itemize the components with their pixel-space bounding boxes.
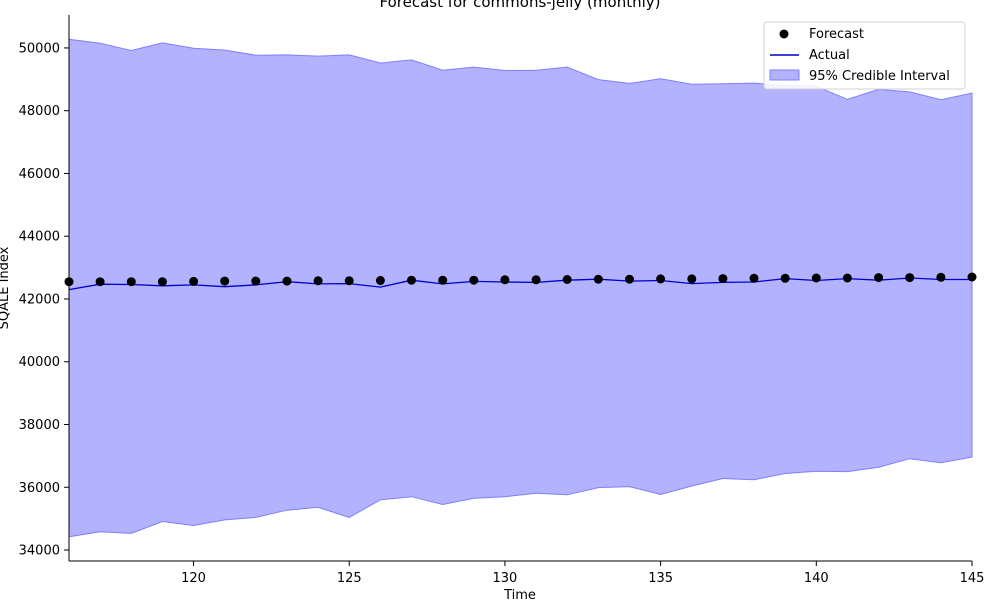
y-tick-label: 44000: [19, 230, 60, 245]
y-tick-label: 46000: [19, 167, 60, 182]
y-tick-label: 48000: [19, 104, 60, 119]
forecast-point: [874, 273, 884, 283]
forecast-point: [656, 274, 666, 284]
forecast-point: [157, 277, 167, 287]
y-tick-label: 40000: [19, 355, 60, 370]
y-tick-label: 34000: [19, 544, 60, 559]
credible-interval-band: [68, 38, 973, 538]
forecast-point: [469, 275, 479, 285]
x-tick-label: 140: [804, 571, 829, 586]
forecast-point: [531, 275, 541, 285]
legend-frame: [763, 21, 966, 90]
forecast-point: [749, 273, 759, 283]
forecast-point: [407, 275, 416, 285]
forecast-point: [967, 272, 977, 282]
forecast-point: [313, 276, 323, 286]
y-axis-title: SQALE Index: [0, 246, 12, 329]
legend-interval-label: 95% Credible Interval: [809, 69, 950, 84]
legend-forecast-marker: [779, 29, 789, 39]
forecast-point: [687, 274, 697, 284]
chart-title: Forecast for commons-jelly (monthly): [379, 0, 660, 11]
forecast-point: [282, 276, 292, 286]
forecast-point: [126, 277, 136, 287]
forecast-point: [500, 275, 510, 285]
legend-interval-swatch: [769, 69, 800, 81]
forecast-point: [593, 274, 603, 284]
forecast-point: [780, 273, 790, 283]
legend-forecast-label: Forecast: [809, 27, 864, 42]
x-axis-title: Time: [503, 588, 536, 600]
x-tick-label: 145: [960, 571, 985, 586]
y-tick-label: 36000: [19, 481, 60, 496]
forecast-point: [344, 276, 354, 286]
forecast-point: [625, 274, 634, 284]
legend-actual-label: Actual: [809, 48, 850, 63]
y-tick-label: 38000: [19, 418, 60, 433]
y-tick-label: 50000: [19, 41, 60, 56]
forecast-point: [936, 272, 946, 282]
actual-series-line: [68, 277, 972, 291]
legend: Forecast Actual 95% Credible Interval: [763, 21, 966, 90]
x-tick-label: 125: [337, 571, 362, 586]
forecast-point: [95, 277, 105, 287]
forecast-point: [811, 273, 821, 283]
forecast-point: [375, 276, 385, 285]
forecast-point: [438, 275, 448, 285]
forecast-point: [189, 276, 199, 286]
forecast-point: [251, 276, 261, 286]
forecast-point: [562, 275, 572, 284]
x-tick-label: 135: [648, 571, 673, 586]
x-tick-label: 130: [493, 571, 518, 586]
forecast-point: [220, 276, 230, 286]
y-tick-label: 42000: [19, 292, 60, 307]
forecast-point: [905, 273, 915, 283]
forecast-point: [842, 273, 852, 283]
forecast-point: [718, 274, 728, 284]
x-tick-label: 120: [181, 571, 206, 586]
